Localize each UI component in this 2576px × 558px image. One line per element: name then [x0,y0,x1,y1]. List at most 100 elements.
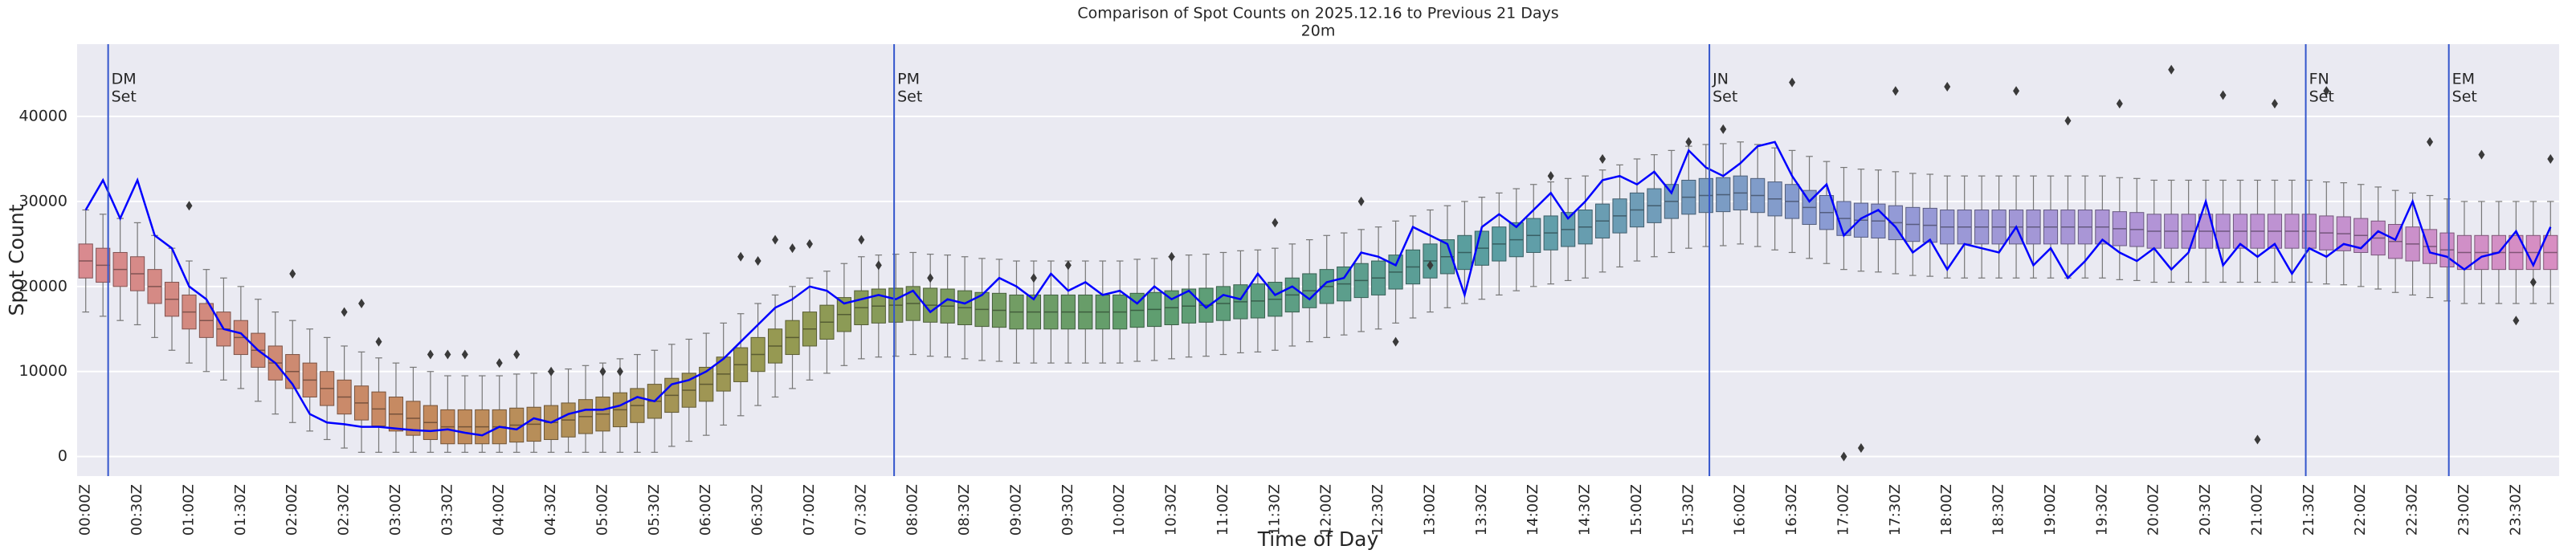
y-tick-label: 20000 [19,277,67,295]
x-tick-label: 12:30Z [1370,484,1386,536]
annotation-text: FN [2309,71,2329,88]
x-tick-label: 11:30Z [1266,484,1283,536]
outlier [2547,153,2554,164]
outlier [1789,77,1796,88]
x-tick-label: 04:00Z [491,484,508,536]
x-tick-label: 08:00Z [904,484,921,536]
outlier [1599,153,1606,164]
outlier [513,349,521,360]
x-tick-label: 07:00Z [801,484,818,536]
outlier [548,366,555,377]
outlier [1547,171,1554,181]
x-tick-label: 05:30Z [646,484,663,536]
outlier [1944,81,1951,92]
x-tick-label: 10:00Z [1111,484,1128,536]
y-tick-label: 10000 [19,362,67,380]
x-tick-label: 18:00Z [1938,484,1955,536]
x-tick-label: 09:30Z [1059,484,1076,536]
y-tick-label: 0 [58,447,67,465]
x-tick-label: 07:30Z [852,484,869,536]
x-tick-label: 01:30Z [232,484,249,536]
outlier [2219,90,2227,100]
x-tick-label: 14:30Z [1577,484,1594,536]
x-axis-label: Time of Day [1257,527,1379,551]
outlier [2323,86,2330,96]
x-tick-label: 02:30Z [336,484,353,536]
outlier [2254,434,2261,445]
outlier [358,299,365,309]
outlier [496,358,503,369]
outlier [1392,336,1399,347]
x-tick-label: 23:30Z [2507,484,2524,536]
outlier [427,349,434,360]
outlier [2013,86,2020,96]
x-tick-label: 10:30Z [1163,484,1180,536]
x-tick-label: 03:30Z [439,484,455,536]
y-axis-label: Spot Count [5,204,28,316]
x-tick-label: 13:30Z [1473,484,1490,536]
outlier [289,268,296,279]
outlier [444,349,451,360]
outlier [1840,451,1847,462]
x-tick-label: 00:30Z [129,484,145,536]
x-tick-label: 11:00Z [1215,484,1231,536]
today-line [84,141,2552,437]
outlier [737,251,745,262]
annotation-text: JN [1712,71,1729,88]
x-tick-label: 21:30Z [2300,484,2317,536]
x-tick-label: 04:30Z [542,484,559,536]
outlier [2064,116,2072,126]
outlier [789,243,796,254]
x-tick-label: 03:00Z [387,484,404,536]
outlier [1168,251,1175,262]
outlier [754,256,761,267]
outlier [1857,443,1864,454]
outlier [1685,136,1692,147]
outlier [927,273,934,283]
annotation-text: PM [897,71,920,88]
x-tick-label: 19:30Z [2093,484,2110,536]
x-tick-label: 15:30Z [1680,484,1696,536]
outlier [1272,218,1279,228]
x-tick-label: 08:30Z [956,484,973,536]
x-tick-label: 19:00Z [2042,484,2059,536]
x-tick-label: 12:00Z [1318,484,1335,536]
x-tick-label: 13:00Z [1421,484,1438,536]
annotation-text: Set [2452,88,2477,106]
outlier [1357,196,1365,206]
x-tick-label: 17:00Z [1835,484,1851,536]
x-tick-label: 16:00Z [1732,484,1749,536]
outlier [2168,64,2175,75]
annotation-text: Set [2309,88,2334,106]
outlier [1892,86,1899,96]
x-tick-label: 00:00Z [77,484,94,536]
x-tick-label: 23:00Z [2456,484,2472,536]
outlier [461,349,468,360]
y-tick-label: 30000 [19,192,67,210]
outlier [599,366,606,377]
outlier [806,238,813,249]
x-tick-label: 20:00Z [2145,484,2162,536]
x-tick-label: 17:30Z [1887,484,1904,536]
x-tick-label: 15:00Z [1628,484,1645,536]
x-tick-label: 01:00Z [180,484,197,536]
outlier [186,201,193,211]
x-tick-label: 09:00Z [1007,484,1024,536]
annotation-text: EM [2452,71,2475,88]
outlier [2271,99,2278,109]
annotation-text: Set [112,88,137,106]
outlier [858,234,865,245]
x-tick-label: 21:00Z [2248,484,2265,536]
annotation-text: Set [897,88,922,106]
outlier [1064,260,1072,271]
x-tick-label: 22:00Z [2352,484,2369,536]
y-tick-label: 40000 [19,108,67,125]
x-tick-label: 22:30Z [2404,484,2421,536]
x-tick-label: 02:00Z [284,484,300,536]
outlier [2427,136,2434,147]
outlier [1030,273,1037,283]
outlier [2513,316,2520,326]
outlier [616,366,623,377]
x-tick-label: 14:00Z [1525,484,1541,536]
